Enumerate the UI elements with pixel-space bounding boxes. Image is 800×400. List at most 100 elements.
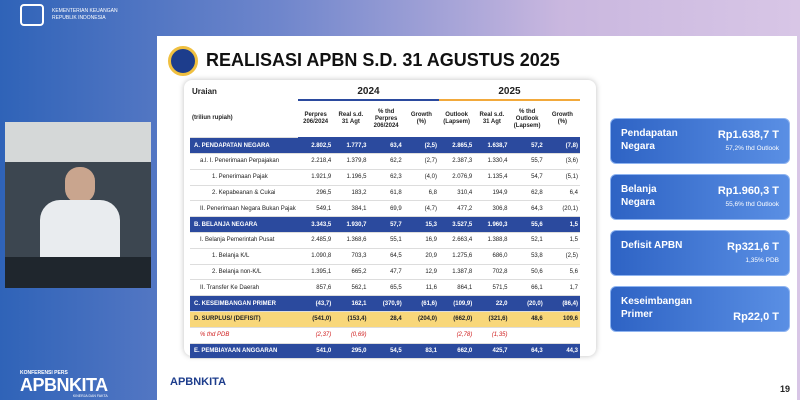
table-cell: (370,9)	[368, 295, 404, 313]
table-cell: 1.388,8	[474, 232, 510, 249]
table-row: % thd PDB (2,37) (0,69) (2,78) (1,35)	[190, 327, 580, 344]
table-cell: 2.485,9	[298, 232, 334, 249]
row-label: 1. Penerimaan Pajak	[190, 169, 298, 186]
column-header-row: (triliun rupiah) Perpres 206/2024 Real s.d…	[190, 99, 580, 139]
table-cell: 1.921,9	[298, 169, 334, 186]
table-cell: 3.527,5	[439, 216, 475, 234]
table-cell: 44,3	[544, 343, 580, 360]
table-cell: 50,6	[509, 264, 545, 281]
table-cell: 1.135,4	[474, 169, 510, 186]
table-cell: 69,9	[368, 200, 404, 218]
table-cell: (61,6)	[403, 295, 439, 313]
table-cell: 1.330,4	[474, 153, 510, 170]
table-cell: 296,5	[298, 185, 334, 202]
column-header: Perpres 206/2024	[298, 99, 334, 139]
table-cell: 47,7	[368, 264, 404, 281]
table-cell: 477,2	[439, 200, 475, 218]
summary-card: Pendapatan Negara Rp1.638,7 T 57,2% thd Ou…	[610, 118, 790, 164]
row-label: 2. Belanja non-K/L	[190, 264, 298, 281]
row-label: II. Penerimaan Negara Bukan Pajak	[190, 200, 298, 218]
row-label: 2. Kepabeanan & Cukai	[190, 185, 298, 202]
label-header: Uraian	[192, 87, 217, 97]
table-cell: 12,9	[403, 264, 439, 281]
year-header: 2025	[439, 84, 580, 101]
table-cell: 1.930,7	[333, 216, 369, 234]
table-cell: 857,6	[298, 279, 334, 297]
table-cell: 55,6	[509, 216, 545, 234]
table-cell: 55,1	[368, 232, 404, 249]
table-row: II. Transfer Ke Daerah 857,6 562,1 65,5 11,6…	[190, 279, 580, 297]
table-cell: 1,5	[544, 216, 580, 234]
card-title: Belanja Negara	[621, 184, 657, 208]
table-cell: (86,4)	[544, 295, 580, 313]
table-cell: 2.076,9	[439, 169, 475, 186]
table-cell: 1.960,3	[474, 216, 510, 234]
table-cell: 1.638,7	[474, 137, 510, 155]
table-cell: (109,9)	[439, 295, 475, 313]
column-header: Real s.d. 31 Agt	[474, 99, 510, 139]
card-note: 57,2% thd Outlook	[725, 145, 779, 152]
table-cell: (1,35)	[474, 327, 510, 344]
table-cell: 549,1	[298, 200, 334, 218]
country-name: REPUBLIK INDONESIA	[52, 15, 106, 21]
year-header: 2024	[298, 84, 439, 101]
ministry-name: KEMENTERIAN KEUANGAN	[52, 8, 118, 14]
table-cell: 1,5	[544, 232, 580, 249]
table-cell: 64,3	[509, 200, 545, 218]
table-cell: 54,7	[509, 169, 545, 186]
column-header: % thd Outlook (Lapsem)	[509, 99, 545, 139]
table-cell: 83,1	[403, 343, 439, 360]
table-cell: (20,0)	[509, 295, 545, 313]
table-cell: 2.865,5	[439, 137, 475, 155]
column-header: Growth (%)	[544, 99, 580, 139]
table-row: A. PENDAPATAN NEGARA 2.802,5 1.777,3 63,4 (2…	[190, 137, 580, 155]
table-cell: (2,5)	[403, 137, 439, 155]
unit: (triliun rupiah)	[190, 99, 298, 139]
table-cell	[403, 327, 439, 344]
table-cell: 22,0	[474, 295, 510, 313]
table-cell: 54,5	[368, 343, 404, 360]
table-cell: 63,4	[368, 137, 404, 155]
table-row: B. BELANJA NEGARA 3.343,5 1.930,7 57,7 15,3 3…	[190, 216, 580, 234]
table-cell: 11,6	[403, 279, 439, 297]
table-cell	[509, 327, 545, 344]
table-cell: 384,1	[333, 200, 369, 218]
table-cell: (662,0)	[439, 311, 475, 328]
row-label: A. PENDAPATAN NEGARA	[190, 137, 298, 155]
table-cell: 66,1	[509, 279, 545, 297]
row-label: a.l. I. Penerimaan Perpajakan	[190, 153, 298, 170]
table-cell: 2.802,5	[298, 137, 334, 155]
column-header: % thd Perpres 206/2024	[368, 99, 404, 139]
table: Uraian 2024 2025 (triliun rupiah) Perpres 20…	[190, 84, 580, 360]
table-cell: 62,2	[368, 153, 404, 170]
table-row: 1. Penerimaan Pajak 1.921,9 1.196,5 62,3 (4,…	[190, 169, 580, 186]
table-cell	[368, 327, 404, 344]
table-cell: 2.663,4	[439, 232, 475, 249]
table-cell: (541,0)	[298, 311, 334, 328]
table-cell: 1.395,1	[298, 264, 334, 281]
table-cell: 55,7	[509, 153, 545, 170]
table-cell: (153,4)	[333, 311, 369, 328]
table-cell: 665,2	[333, 264, 369, 281]
table-cell: (2,5)	[544, 248, 580, 265]
table-cell: (0,69)	[333, 327, 369, 344]
table-cell: 109,6	[544, 311, 580, 328]
table-row: 1. Belanja K/L 1.090,8 703,3 64,5 20,9 1.275,…	[190, 248, 580, 265]
card-note: 1,35% PDB	[745, 257, 779, 264]
table-cell: (2,37)	[298, 327, 334, 344]
summary-card: Defisit APBN Rp321,6 T 1,35% PDB	[610, 230, 790, 276]
table-cell: (2,78)	[439, 327, 475, 344]
table-cell: 5,6	[544, 264, 580, 281]
table-cell: 864,1	[439, 279, 475, 297]
table-cell: 562,1	[333, 279, 369, 297]
table-cell	[544, 327, 580, 344]
card-value: Rp1.638,7 T	[717, 129, 779, 141]
table-cell: (321,6)	[474, 311, 510, 328]
table-row: C. KESEIMBANGAN PRIMER (43,7) 162,1 (370,9)…	[190, 295, 580, 313]
row-label: II. Transfer Ke Daerah	[190, 279, 298, 297]
table-cell: 53,8	[509, 248, 545, 265]
table-cell: 162,1	[333, 295, 369, 313]
table-cell: 16,9	[403, 232, 439, 249]
table-cell: (5,1)	[544, 169, 580, 186]
